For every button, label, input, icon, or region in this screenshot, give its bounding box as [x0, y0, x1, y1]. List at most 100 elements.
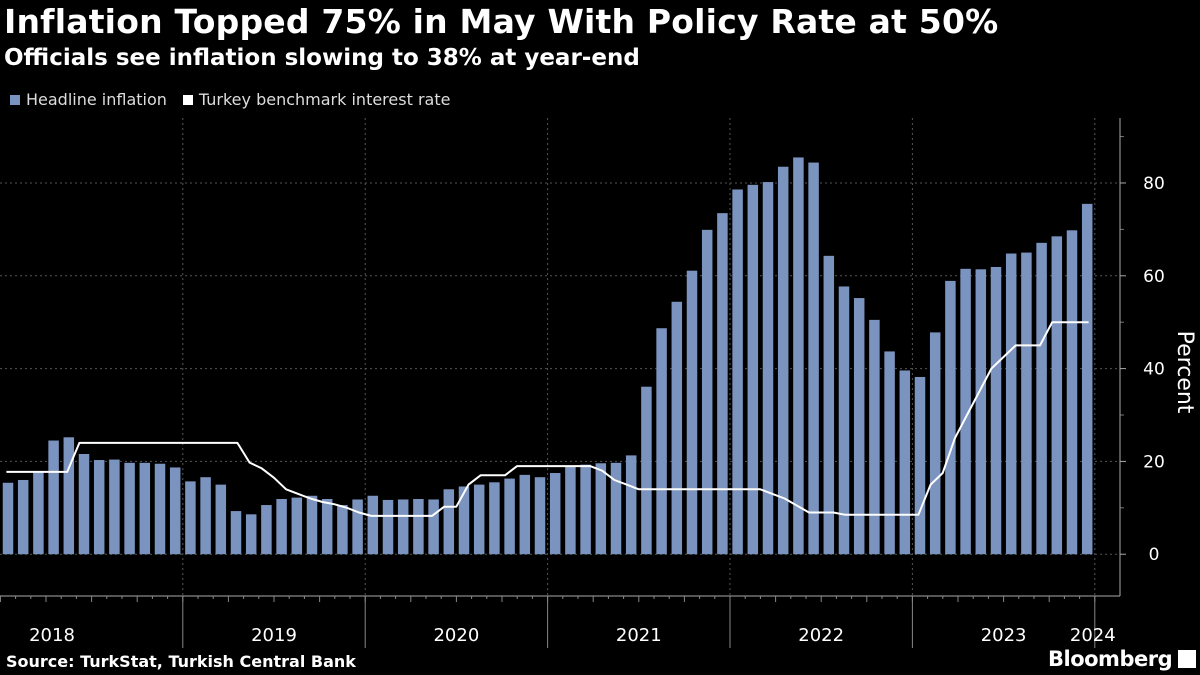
- inflation-bar: [701, 229, 713, 555]
- inflation-bar: [215, 484, 227, 555]
- legend-label-inflation: Headline inflation: [26, 90, 167, 109]
- inflation-bar: [732, 189, 743, 555]
- axes: 0 20 40 60 80 2018 2019 2020 2021 2022 2023 2024: [0, 118, 1165, 648]
- inflation-bar: [200, 477, 211, 555]
- inflation-bar: [291, 497, 303, 555]
- inflation-bar: [1051, 236, 1063, 555]
- inflation-bar: [93, 460, 105, 555]
- grid: [0, 118, 1120, 596]
- inflation-bar: [124, 462, 135, 555]
- bloomberg-logo: Bloomberg: [1048, 647, 1173, 671]
- inflation-bar: [869, 319, 880, 555]
- inflation-bar: [230, 511, 242, 555]
- inflation-bar: [975, 269, 987, 555]
- legend-swatch-inflation: [10, 94, 20, 105]
- inflation-bar: [473, 484, 485, 555]
- inflation-bar: [717, 213, 728, 555]
- inflation-bar: [48, 440, 59, 555]
- legend-item-inflation: Headline inflation: [10, 90, 167, 109]
- inflation-bar: [1066, 230, 1078, 555]
- inflation-bar: [33, 472, 44, 555]
- year-label-2018: 2018: [29, 625, 75, 646]
- inflation-bar: [580, 464, 591, 555]
- inflation-bar: [1081, 203, 1093, 555]
- inflation-bar: [853, 298, 865, 555]
- inflation-bar: [884, 351, 895, 555]
- inflation-bar: [914, 376, 926, 555]
- inflation-bar: [443, 489, 455, 555]
- inflation-bar: [671, 301, 683, 555]
- inflation-bar: [793, 157, 804, 555]
- inflation-bar: [154, 463, 166, 555]
- y-tick-label-20: 20: [1143, 452, 1165, 472]
- y-axis-label: Percent: [1172, 331, 1197, 414]
- inflation-bar: [960, 268, 971, 555]
- y-tick-label-0: 0: [1149, 545, 1160, 565]
- inflation-bar: [899, 370, 911, 555]
- inflation-bar: [169, 467, 181, 555]
- inflation-bar: [185, 481, 196, 555]
- inflation-bar: [413, 499, 424, 555]
- chart-subtitle: Officials see inflation slowing to 38% a…: [4, 45, 640, 71]
- interest-rate-path: [6, 321, 1089, 517]
- inflation-bar: [762, 182, 774, 555]
- inflation-bar: [747, 184, 759, 555]
- year-label-2019: 2019: [251, 625, 297, 646]
- legend-label-interest-rate: Turkey benchmark interest rate: [198, 90, 451, 109]
- inflation-bar: [458, 486, 470, 555]
- inflation-bar: [63, 437, 75, 555]
- inflation-bar: [504, 478, 515, 555]
- y-tick-label-40: 40: [1143, 360, 1165, 380]
- year-label-2023: 2023: [981, 625, 1027, 646]
- inflation-bar: [990, 266, 1002, 555]
- inflation-bar: [382, 499, 394, 555]
- inflation-bars: [2, 157, 1093, 555]
- inflation-bar: [352, 499, 363, 555]
- interest-rate-line: [6, 321, 1089, 517]
- chart-title: Inflation Topped 75% in May With Policy …: [4, 2, 999, 41]
- legend-swatch-interest-rate: [182, 94, 193, 105]
- year-label-2020: 2020: [433, 625, 479, 646]
- inflation-bar: [2, 482, 14, 555]
- inflation-bar: [261, 505, 272, 555]
- inflation-bar: [245, 514, 257, 555]
- inflation-bar: [367, 495, 379, 555]
- inflation-bar: [534, 477, 546, 555]
- inflation-bar: [929, 332, 941, 555]
- inflation-bar: [610, 462, 622, 555]
- year-label-2024: 2024: [1070, 625, 1116, 646]
- inflation-bar: [838, 286, 850, 555]
- inflation-bar: [519, 474, 531, 555]
- inflation-bar: [808, 162, 819, 555]
- inflation-bar: [78, 453, 90, 555]
- inflation-bar: [1005, 253, 1017, 555]
- inflation-bar: [428, 499, 439, 555]
- inflation-bar: [777, 166, 789, 555]
- inflation-bar: [625, 455, 637, 555]
- inflation-bar: [109, 459, 120, 555]
- inflation-bar: [321, 499, 333, 555]
- inflation-bar: [1036, 242, 1047, 555]
- inflation-bar: [1021, 252, 1032, 555]
- inflation-bar: [549, 473, 561, 555]
- inflation-bar: [337, 505, 348, 555]
- inflation-bar: [276, 499, 287, 555]
- inflation-bar: [686, 270, 698, 555]
- bloomberg-mark-icon: [1178, 650, 1196, 668]
- inflation-bar: [823, 255, 835, 555]
- y-tick-label-60: 60: [1143, 267, 1165, 287]
- y-tick-label-80: 80: [1143, 174, 1165, 194]
- inflation-bar: [17, 479, 29, 555]
- inflation-bar: [306, 495, 318, 555]
- inflation-bar: [656, 328, 667, 555]
- inflation-bar: [397, 499, 409, 555]
- legend-item-interest-rate: Turkey benchmark interest rate: [182, 90, 451, 109]
- legend: Headline inflation Turkey benchmark inte…: [10, 90, 466, 109]
- inflation-bar: [139, 462, 151, 555]
- inflation-bar: [945, 280, 956, 555]
- inflation-bar: [595, 463, 607, 555]
- year-label-2021: 2021: [616, 625, 662, 646]
- inflation-bar: [565, 466, 576, 555]
- inflation-bar: [489, 482, 500, 555]
